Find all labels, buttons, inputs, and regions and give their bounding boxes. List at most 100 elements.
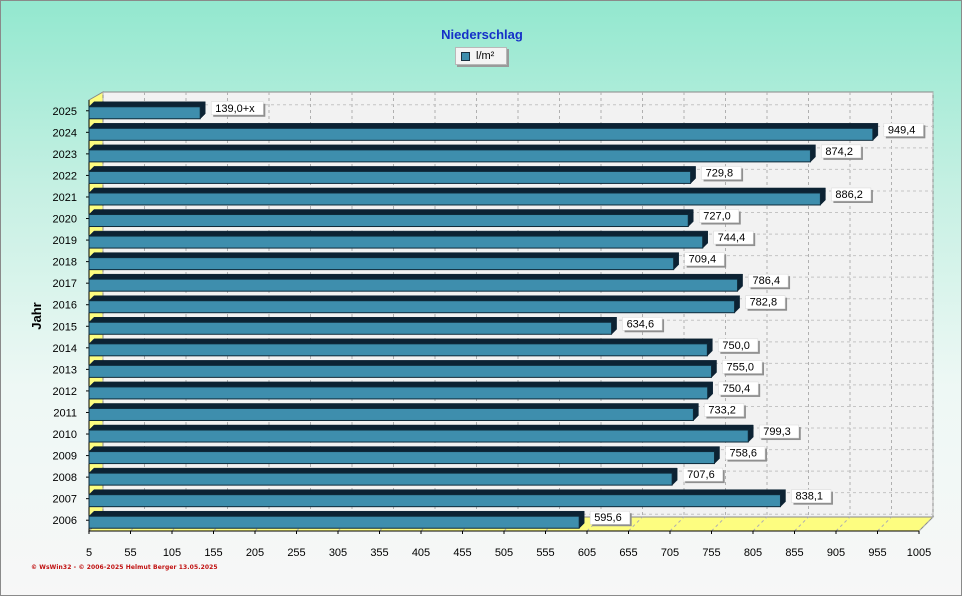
y-tick-label: 2014 xyxy=(53,343,77,355)
data-label-box xyxy=(718,338,759,353)
data-label-box xyxy=(704,403,745,417)
x-tick-label: 55 xyxy=(124,547,136,559)
y-tick-label: 2013 xyxy=(53,364,77,376)
data-label: 874,2 xyxy=(825,146,853,158)
y-tick-label: 2017 xyxy=(53,278,77,290)
y-tick-label: 2022 xyxy=(53,170,77,182)
data-label: 758,6 xyxy=(729,448,757,460)
x-tick-label: 855 xyxy=(785,547,803,559)
bar xyxy=(88,127,874,141)
bar xyxy=(88,429,749,443)
data-label: 782,8 xyxy=(750,297,778,309)
bar xyxy=(88,214,689,228)
bar-top xyxy=(88,209,694,215)
bar xyxy=(88,451,715,465)
data-label-box xyxy=(589,510,630,525)
data-label: 949,4 xyxy=(888,124,916,136)
data-label-box xyxy=(883,123,924,137)
y-tick-label: 2012 xyxy=(53,386,77,398)
y-tick-label: 2023 xyxy=(53,149,77,161)
bar-top xyxy=(88,424,754,431)
data-label: 786,4 xyxy=(753,275,781,287)
bar-top xyxy=(88,317,618,323)
x-tick-label: 205 xyxy=(246,547,264,559)
bar-top xyxy=(88,101,206,108)
data-label-box xyxy=(622,317,663,331)
data-label: 799,3 xyxy=(763,426,791,438)
data-label: 838,1 xyxy=(795,491,823,503)
bar xyxy=(88,170,692,184)
bar xyxy=(88,300,736,314)
bar-top xyxy=(88,187,826,194)
data-label: 727,0 xyxy=(703,211,731,223)
y-tick-label: 2007 xyxy=(53,494,77,506)
x-tick-label: 505 xyxy=(495,547,513,559)
data-label-box xyxy=(791,489,832,503)
x-tick-label: 405 xyxy=(412,547,430,559)
bar-top xyxy=(88,381,714,388)
bar xyxy=(88,407,694,421)
y-tick-label: 2024 xyxy=(53,127,77,139)
data-label: 707,6 xyxy=(687,469,715,481)
y-tick-label: 2016 xyxy=(53,300,77,312)
x-tick-label: 655 xyxy=(619,547,637,559)
x-tick-label: 455 xyxy=(453,547,471,559)
data-label-box xyxy=(210,101,264,116)
x-tick-label: 155 xyxy=(204,547,222,559)
bar xyxy=(88,364,712,378)
data-label: 595,6 xyxy=(594,512,622,524)
data-label: 886,2 xyxy=(835,189,863,201)
data-label-box xyxy=(748,273,789,288)
data-label-box xyxy=(701,166,742,180)
bar xyxy=(88,278,739,292)
data-label: 634,6 xyxy=(627,318,655,330)
x-tick-label: 955 xyxy=(868,547,886,559)
bar xyxy=(88,192,821,206)
bar-top xyxy=(88,273,744,280)
x-tick-label: 605 xyxy=(578,547,596,559)
bar-top xyxy=(88,295,741,301)
bar-top xyxy=(88,338,713,345)
y-tick-label: 2018 xyxy=(53,257,77,269)
y-tick-label: 2010 xyxy=(53,429,77,441)
data-label-box xyxy=(684,252,725,266)
bar-top xyxy=(88,123,879,129)
x-tick-label: 305 xyxy=(329,547,347,559)
bar-top xyxy=(88,166,697,172)
legend-swatch xyxy=(461,51,470,61)
x-tick-label: 255 xyxy=(287,547,305,559)
y-tick-label: 2015 xyxy=(53,321,77,333)
bar xyxy=(88,235,704,249)
data-label-box xyxy=(831,187,872,202)
data-label: 709,4 xyxy=(689,254,717,266)
data-label-box xyxy=(821,144,862,159)
bar-top xyxy=(88,360,718,366)
bar-top xyxy=(88,403,700,409)
x-tick-label: 105 xyxy=(163,547,181,559)
data-label: 733,2 xyxy=(708,404,736,416)
data-label-box xyxy=(682,467,723,482)
bar xyxy=(88,149,811,163)
y-axis-title: Jahr xyxy=(29,302,44,329)
bar xyxy=(88,515,580,529)
bar xyxy=(88,472,673,486)
data-label-box xyxy=(745,295,786,309)
x-tick-label: 805 xyxy=(744,547,762,559)
data-label-box xyxy=(718,381,759,396)
copyright-note: © WsWin32 - © 2006-2025 Helmut Berger 13… xyxy=(31,564,218,571)
y-tick-label: 2019 xyxy=(53,235,77,247)
legend: l/m² xyxy=(455,47,507,65)
legend-label: l/m² xyxy=(476,50,495,62)
y-tick-label: 2011 xyxy=(53,407,77,419)
data-label: 750,4 xyxy=(723,383,751,395)
data-label: 139,0+x xyxy=(215,103,255,115)
bar-top xyxy=(88,510,585,517)
x-tick-label: 5 xyxy=(86,547,92,559)
bar-top xyxy=(88,489,787,495)
bar xyxy=(88,321,613,335)
data-label: 755,0 xyxy=(727,361,755,373)
y-tick-label: 2008 xyxy=(53,472,77,484)
x-tick-label: 555 xyxy=(536,547,554,559)
